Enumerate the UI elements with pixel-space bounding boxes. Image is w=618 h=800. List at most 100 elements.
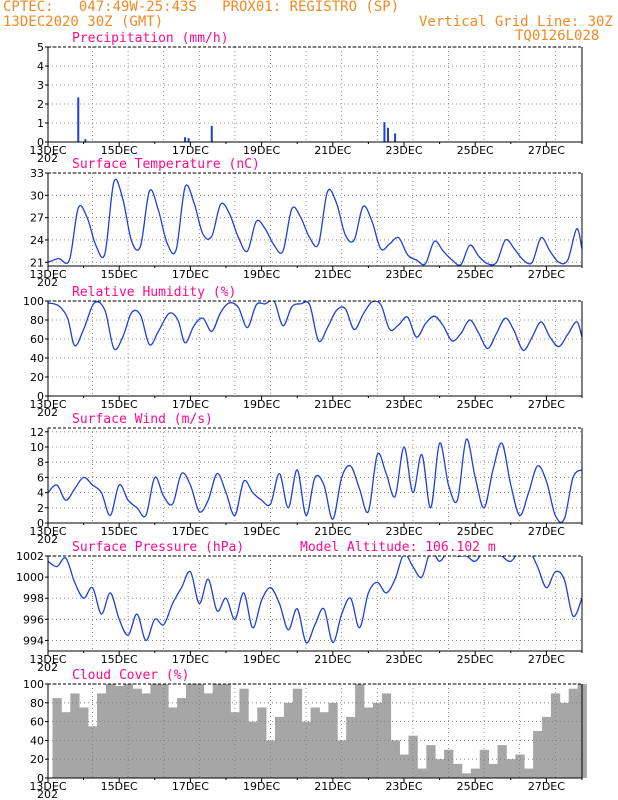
y-tick-label: 80: [30, 314, 44, 327]
cloud-cover-bar: [453, 763, 463, 778]
cloud-cover-bar: [141, 693, 151, 778]
precipitation-bar: [84, 139, 87, 142]
cloud-cover-bar: [203, 693, 214, 778]
model-altitude-label: Model Altitude: 106.102 m: [300, 540, 496, 555]
surface-wind-title: Surface Wind (m/s): [72, 412, 213, 427]
x-tick-label: 27DEC: [528, 525, 565, 538]
x-tick-label: 15DEC: [101, 268, 138, 281]
cloud-cover-bar: [212, 684, 222, 778]
x-tick-label: 23DEC: [385, 398, 422, 411]
x-tick-label: 25DEC: [457, 780, 494, 793]
cloud-cover-bar: [70, 693, 80, 778]
y-tick-label: 0: [37, 390, 44, 403]
x-tick-label: 19DEC: [243, 144, 280, 157]
precipitation-bar: [210, 125, 213, 142]
x-tick-label: 27DEC: [528, 144, 565, 157]
cloud-cover-bar: [524, 768, 534, 778]
x-year-label: 202: [37, 406, 58, 419]
cloud-cover-panel: 0 20 40 60 80 100 13DEC 15DEC 17DEC 19DEC 21DEC 23D…: [23, 668, 587, 800]
x-tick-label: 15DEC: [101, 780, 138, 793]
surface-pressure-title: Surface Pressure (hPa): [72, 540, 244, 555]
x-year-label: 202: [37, 788, 58, 800]
cloud-cover-bar: [355, 684, 365, 778]
cloud-cover-bar: [257, 707, 267, 778]
cloud-cover-bar: [479, 749, 489, 778]
cloud-cover-bar: [364, 707, 374, 778]
y-tick-label: 10: [30, 441, 44, 454]
cloud-cover-bar: [488, 763, 498, 778]
y-tick-label: 20: [30, 753, 44, 766]
y-tick-label: 60: [30, 716, 44, 729]
y-tick-label: 5: [37, 41, 44, 54]
cloud-cover-bar: [114, 685, 125, 778]
x-tick-label: 21DEC: [314, 144, 351, 157]
y-tick-label: 33: [30, 167, 44, 180]
cloud-cover-title: Cloud Cover (%): [72, 668, 189, 683]
cloud-cover-bar: [399, 754, 409, 778]
x-tick-label: 19DEC: [243, 398, 280, 411]
x-tick-label: 17DEC: [172, 144, 209, 157]
header-grid-note: Vertical Grid Line: 30Z: [419, 14, 613, 30]
y-tick-label: 8: [37, 456, 44, 469]
x-tick-label: 13DEC: [29, 525, 66, 538]
surface-temperature-panel: 21 24 27 30 33 13DEC 15DEC 17DEC 19DEC 21DEC 23DEC…: [29, 157, 583, 289]
cloud-cover-bar: [319, 712, 329, 778]
y-tick-label: 20: [30, 371, 44, 384]
y-tick-label: 60: [30, 333, 44, 346]
x-tick-label: 23DEC: [385, 653, 422, 666]
surface-wind-line: [48, 438, 582, 523]
cloud-cover-bar: [292, 688, 303, 778]
x-tick-label: 13DEC: [29, 268, 66, 281]
cloud-cover-bar: [515, 754, 525, 778]
x-tick-label: 17DEC: [172, 780, 209, 793]
cloud-cover-bar: [177, 698, 187, 778]
y-tick-label: 40: [30, 734, 44, 747]
surface-temperature-line: [48, 178, 582, 266]
surface-pressure-panel: 994 996 998 1000 1002 13DEC 15DEC 17DEC 19DEC 21D…: [16, 540, 583, 674]
surface-temperature-title: Surface Temperature (nC): [72, 157, 260, 172]
y-tick-label: 994: [23, 634, 44, 647]
x-tick-label: 27DEC: [528, 268, 565, 281]
cloud-cover-bar: [132, 688, 142, 778]
cloud-cover-bar: [337, 740, 347, 778]
y-tick-label: 27: [30, 212, 44, 225]
cloud-cover-bar: [301, 721, 311, 778]
x-tick-label: 15DEC: [101, 398, 138, 411]
x-tick-label: 25DEC: [457, 144, 494, 157]
x-tick-label: 23DEC: [385, 525, 422, 538]
cloud-cover-bar: [506, 759, 516, 778]
precipitation-bar: [184, 137, 187, 142]
y-tick-label: 4: [37, 487, 44, 500]
y-tick-label: 2: [37, 502, 44, 515]
x-tick-label: 25DEC: [457, 653, 494, 666]
cloud-cover-bar: [168, 707, 178, 778]
y-tick-label: 1000: [16, 571, 44, 584]
y-tick-label: 21: [30, 256, 44, 269]
precipitation-bar: [386, 127, 389, 142]
x-tick-label: 19DEC: [243, 268, 280, 281]
plot-area: [48, 556, 582, 651]
cloud-cover-bar: [550, 693, 561, 778]
x-year-label: 202: [37, 276, 58, 289]
x-tick-label: 27DEC: [528, 780, 565, 793]
cloud-cover-bar: [266, 740, 276, 778]
precipitation-bar: [383, 122, 386, 142]
x-tick-label: 25DEC: [457, 268, 494, 281]
cloud-cover-bar: [221, 684, 231, 778]
x-tick-label: 21DEC: [314, 525, 351, 538]
cloud-cover-bar: [390, 740, 400, 778]
header-date: 13DEC2020 30Z (GMT): [3, 14, 164, 30]
x-tick-label: 25DEC: [457, 398, 494, 411]
surface-wind-panel: 0 2 4 6 8 10 12 13DEC 15DEC 17DEC 19DEC 21DEC 23DEC 2…: [29, 412, 583, 546]
x-tick-label: 13DEC: [29, 144, 66, 157]
x-tick-label: 17DEC: [172, 653, 209, 666]
precipitation-bar: [77, 97, 80, 142]
x-tick-label: 21DEC: [314, 780, 351, 793]
header-station: CPTEC: 047:49W-25:43S PROX01: REGISTRO (…: [3, 0, 400, 15]
y-tick-label: 12: [30, 426, 44, 439]
cloud-cover-bar: [328, 702, 338, 778]
cloud-cover-bar: [61, 712, 71, 778]
cloud-cover-bar: [97, 693, 107, 778]
y-tick-label: 100: [23, 295, 44, 308]
